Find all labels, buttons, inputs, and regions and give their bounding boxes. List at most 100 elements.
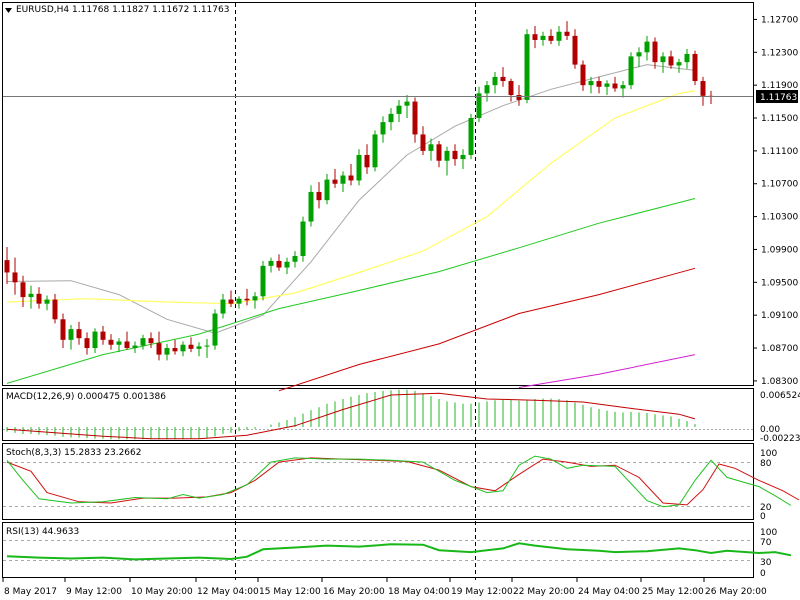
- candle-body: [340, 175, 346, 184]
- candle-body: [676, 62, 682, 66]
- candle: [516, 85, 522, 106]
- candle-body: [164, 348, 170, 355]
- candle-body: [180, 344, 186, 352]
- candle: [172, 339, 178, 355]
- stoch-tick-20: 20: [760, 503, 772, 513]
- stoch-tick-80: 80: [760, 459, 772, 469]
- time-axis-label: 26 May 20:00: [705, 587, 767, 597]
- candle: [548, 29, 554, 45]
- rsi-tick-0: 0: [760, 569, 766, 579]
- macd-tick-min: -0.00223: [760, 434, 800, 444]
- candle-body: [92, 331, 98, 349]
- candle-body: [540, 35, 546, 40]
- candle: [180, 341, 186, 357]
- time-axis-label: 15 May 12:00: [259, 587, 321, 597]
- ma-red-line: [278, 267, 696, 392]
- price-axis-label: 1.12300: [761, 48, 798, 58]
- candle-body: [492, 76, 498, 86]
- candle-body: [388, 113, 394, 123]
- candle: [396, 99, 402, 123]
- ma-magenta-line: [518, 354, 696, 388]
- price-axis-label: 1.08700: [761, 344, 798, 354]
- candle: [404, 95, 410, 119]
- candle-body: [572, 35, 578, 65]
- candle: [284, 257, 290, 275]
- candle-body: [268, 260, 274, 266]
- time-axis-label: 24 May 04:00: [578, 587, 640, 597]
- candle-body: [116, 341, 122, 345]
- candle-body: [684, 53, 690, 63]
- stoch-panel[interactable]: [2, 443, 754, 520]
- candle: [124, 331, 130, 350]
- candle-body: [548, 35, 554, 41]
- candle: [380, 116, 386, 143]
- candle-body: [476, 93, 482, 119]
- candle-body: [196, 346, 202, 349]
- candle: [116, 338, 122, 353]
- rsi-tick-100: 100: [760, 528, 777, 538]
- candle: [668, 50, 674, 69]
- price-axis-label: 1.08300: [761, 377, 798, 387]
- price-panel[interactable]: [2, 2, 754, 386]
- candle: [188, 337, 194, 353]
- stoch-label: Stoch(8,3,3) 15.2833 23.2662: [6, 448, 141, 458]
- candle-body: [148, 338, 154, 344]
- candle: [588, 76, 594, 94]
- candle-body: [660, 56, 666, 63]
- price-axis-label: 1.10700: [761, 180, 798, 190]
- price-axis-label: 1.09100: [761, 311, 798, 321]
- time-axis-label: 19 May 12:00: [451, 587, 513, 597]
- price-axis-label: 1.11500: [761, 114, 798, 124]
- candle-body: [460, 154, 466, 160]
- candle-body: [316, 191, 322, 201]
- candle: [228, 290, 234, 307]
- candle-body: [60, 319, 66, 340]
- time-axis-label: 8 May 2017: [4, 587, 57, 597]
- candle: [68, 325, 74, 350]
- candle-body: [468, 118, 474, 155]
- candle-body: [284, 261, 290, 268]
- candle: [524, 29, 530, 104]
- candle: [428, 138, 434, 161]
- candle-body: [700, 81, 706, 96]
- macd-panel[interactable]: [2, 388, 754, 441]
- candle: [644, 35, 650, 61]
- candle: [620, 81, 626, 98]
- candle: [156, 331, 162, 361]
- candle-body: [68, 329, 74, 340]
- candle-body: [364, 154, 370, 168]
- current-price-tag-text: 1.11763: [760, 93, 797, 103]
- candle-body: [596, 81, 602, 87]
- candle: [92, 328, 98, 353]
- rsi-panel[interactable]: [2, 522, 754, 578]
- candle-body: [588, 81, 594, 86]
- candle: [468, 113, 474, 160]
- candle: [436, 141, 442, 168]
- candle: [308, 185, 314, 227]
- candle: [108, 334, 114, 350]
- candle: [332, 168, 338, 188]
- candle-body: [564, 31, 570, 36]
- candle-body: [276, 260, 282, 268]
- candle-body: [348, 175, 354, 181]
- candle-body: [308, 191, 314, 222]
- candle: [292, 251, 298, 268]
- candle: [300, 216, 306, 262]
- macd-label: MACD(12,26,9) 0.000475 0.001386: [6, 392, 166, 402]
- candle-body: [236, 298, 242, 304]
- price-axis-label: 1.09500: [761, 278, 798, 288]
- candle: [20, 275, 26, 307]
- candle-body: [668, 56, 674, 66]
- candle: [700, 76, 706, 106]
- candle: [12, 257, 18, 295]
- candle-body: [380, 122, 386, 135]
- candle-body: [356, 154, 362, 181]
- candle-body: [84, 338, 90, 349]
- candle: [100, 325, 106, 345]
- dropdown-triangle-icon[interactable]: [5, 8, 12, 13]
- candle: [324, 173, 330, 205]
- price-axis-label: 1.09900: [761, 245, 798, 255]
- candle: [388, 108, 394, 131]
- candle: [28, 285, 34, 309]
